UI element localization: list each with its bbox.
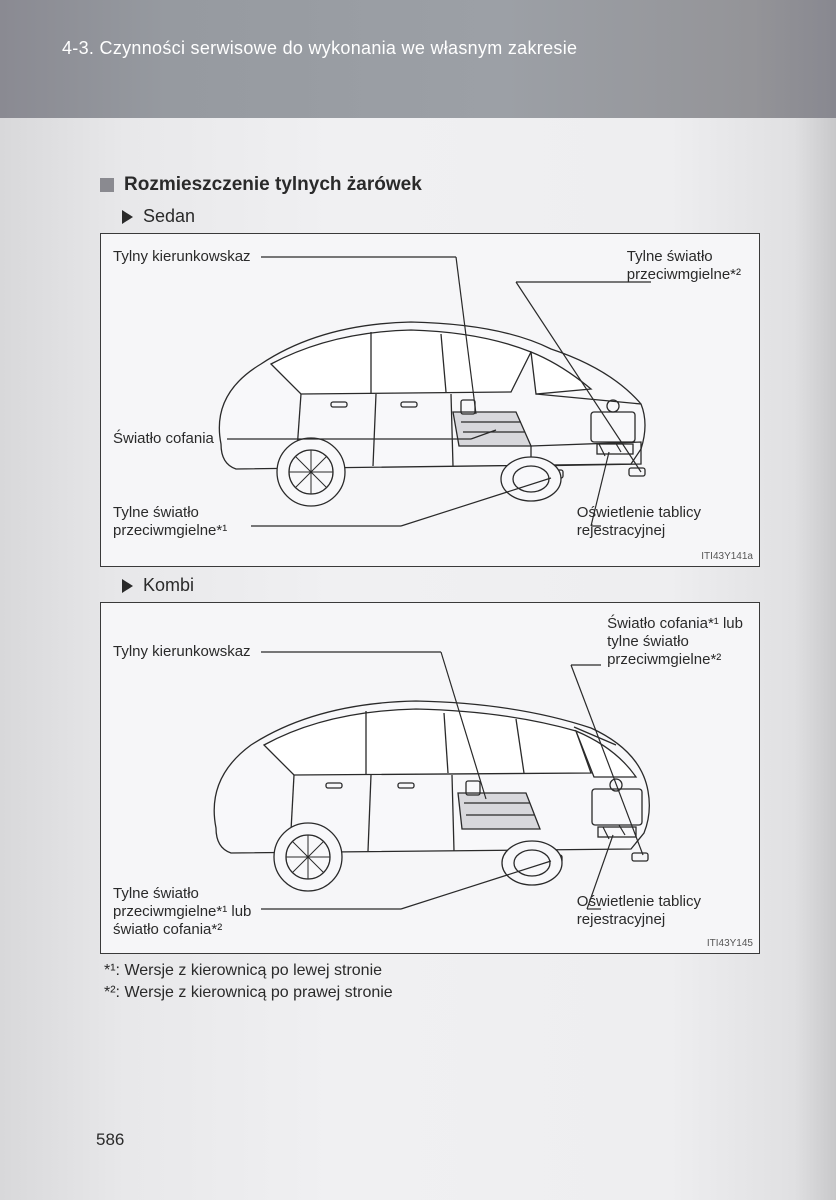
sedan-subhead: Sedan bbox=[122, 206, 776, 227]
sedan-figcode: ITI43Y141a bbox=[701, 551, 753, 562]
triangle-bullet-icon bbox=[122, 210, 133, 224]
footnote-2: *²: Wersje z kierownicą po prawej stroni… bbox=[104, 984, 776, 1002]
section-title: Rozmieszczenie tylnych żarówek bbox=[124, 174, 422, 196]
kombi-diagram: Tylny kierunkowskaz Światło cofania*¹ lu… bbox=[100, 602, 760, 954]
chapter-header: 4-3. Czynności serwisowe do wykonania we… bbox=[0, 0, 836, 118]
sedan-leaders bbox=[101, 234, 761, 568]
footnotes: *¹: Wersje z kierownicą po lewej stronie… bbox=[104, 962, 776, 1002]
chapter-title: 4-3. Czynności serwisowe do wykonania we… bbox=[62, 38, 577, 58]
footnote-1: *¹: Wersje z kierownicą po lewej stronie bbox=[104, 962, 776, 980]
bullet-square-icon bbox=[100, 178, 114, 192]
kombi-figcode: ITI43Y145 bbox=[707, 938, 753, 949]
kombi-heading: Kombi bbox=[143, 575, 194, 596]
section-heading: Rozmieszczenie tylnych żarówek bbox=[100, 174, 776, 196]
sedan-diagram: Tylny kierunkowskaz Tylne światło przeci… bbox=[100, 233, 760, 567]
kombi-subhead: Kombi bbox=[122, 575, 776, 596]
sedan-heading: Sedan bbox=[143, 206, 195, 227]
kombi-leaders bbox=[101, 603, 761, 955]
page-content: Rozmieszczenie tylnych żarówek Sedan bbox=[0, 118, 836, 1002]
page-number: 586 bbox=[96, 1130, 124, 1150]
triangle-bullet-icon bbox=[122, 579, 133, 593]
